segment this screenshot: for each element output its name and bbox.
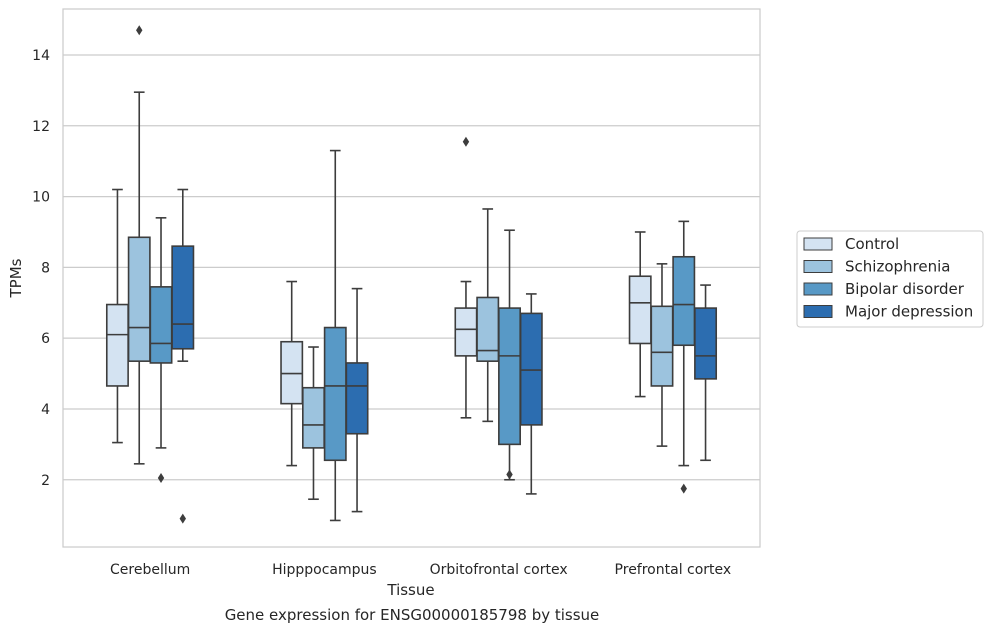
figure-caption: Gene expression for ENSG00000185798 by t… bbox=[224, 606, 600, 624]
box-body bbox=[628, 275, 652, 345]
box-body bbox=[149, 286, 173, 364]
box-control bbox=[628, 231, 652, 398]
box-bipolar-disorder bbox=[672, 220, 696, 494]
legend-swatch bbox=[803, 260, 833, 273]
box-major-depression bbox=[694, 284, 718, 462]
legend-swatch bbox=[803, 282, 833, 296]
box-body bbox=[476, 296, 500, 362]
box-body bbox=[519, 312, 543, 426]
box-bipolar-disorder bbox=[323, 149, 347, 522]
box-body bbox=[302, 386, 325, 449]
outlier-point bbox=[179, 513, 186, 524]
box-major-depression bbox=[171, 188, 195, 524]
y-tick-labels: 2 4 6 8 10 12 14 bbox=[32, 48, 50, 489]
box-body bbox=[345, 362, 369, 435]
y-tick-label: 2 bbox=[41, 473, 50, 489]
box-control bbox=[280, 280, 304, 467]
box-body bbox=[498, 307, 521, 446]
gridlines bbox=[63, 54, 760, 481]
box-major-depression bbox=[345, 287, 369, 513]
x-tick-label: Prefrontal cortex bbox=[615, 562, 732, 578]
box-schizophrenia bbox=[127, 25, 151, 465]
outlier-point bbox=[462, 136, 470, 147]
box-schizophrenia bbox=[650, 263, 674, 447]
y-tick-label: 10 bbox=[32, 190, 50, 206]
legend-frame bbox=[796, 230, 984, 328]
y-tick-label: 14 bbox=[32, 48, 50, 64]
legend-label: Major depression bbox=[845, 303, 973, 321]
legend-label: Schizophrenia bbox=[845, 258, 950, 276]
legend-swatch bbox=[803, 305, 833, 318]
box-control bbox=[105, 188, 129, 444]
plot-frame bbox=[62, 8, 761, 548]
box-body bbox=[127, 236, 151, 362]
box-body bbox=[650, 305, 674, 387]
box-schizophrenia bbox=[302, 346, 325, 501]
y-axis-label: TPMs bbox=[7, 258, 25, 298]
box-control bbox=[454, 136, 478, 419]
legend: Control Schizophrenia Bipolar disorder Majo… bbox=[796, 230, 984, 328]
box-body bbox=[694, 307, 718, 380]
y-tick-label: 12 bbox=[32, 119, 50, 135]
y-tick-label: 8 bbox=[41, 260, 50, 276]
outlier-point bbox=[136, 25, 143, 36]
outlier-point bbox=[157, 472, 165, 483]
y-tick-label: 4 bbox=[41, 402, 50, 418]
box-major-depression bbox=[519, 293, 543, 495]
x-tick-label: Hipppocampus bbox=[272, 562, 377, 578]
x-axis-label: Tissue bbox=[386, 581, 434, 599]
box-body bbox=[323, 326, 347, 462]
box-schizophrenia bbox=[476, 208, 500, 423]
box-body bbox=[672, 255, 696, 347]
outlier-point bbox=[680, 483, 687, 494]
box-body bbox=[280, 340, 304, 405]
box-body bbox=[105, 303, 129, 387]
box-body bbox=[171, 245, 195, 350]
legend-label: Control bbox=[845, 235, 899, 253]
x-tick-label: Orbitofrontal cortex bbox=[430, 562, 568, 578]
x-tick-label: Cerebellum bbox=[110, 562, 190, 578]
x-tick-labels: Cerebellum Hipppocampus Orbitofrontal cort… bbox=[110, 562, 731, 578]
legend-swatch bbox=[803, 237, 833, 251]
y-tick-label: 6 bbox=[41, 331, 50, 347]
outlier-point bbox=[506, 469, 513, 480]
box-bipolar-disorder bbox=[149, 217, 173, 483]
box-series bbox=[105, 25, 718, 524]
box-body bbox=[454, 307, 478, 357]
legend-label: Bipolar disorder bbox=[845, 280, 965, 298]
